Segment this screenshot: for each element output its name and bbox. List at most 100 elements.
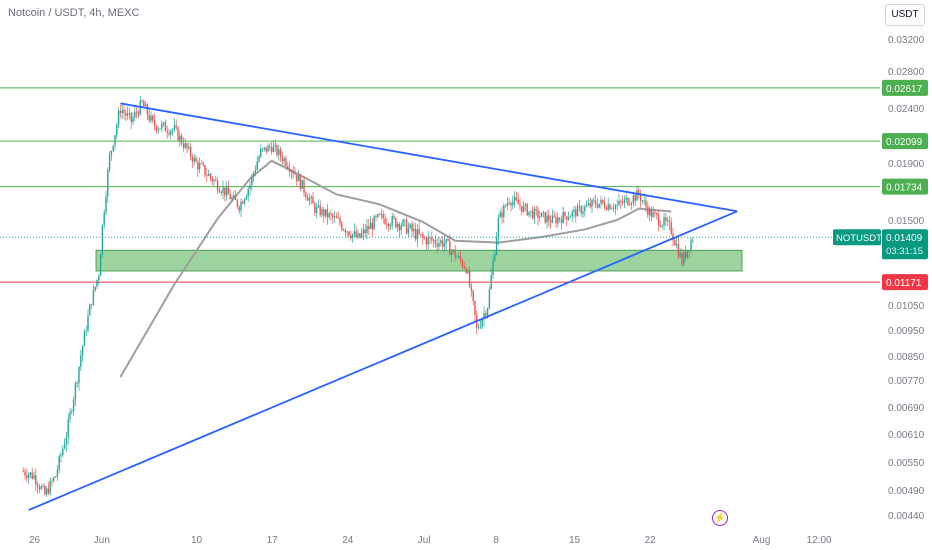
candle — [659, 219, 662, 228]
candle — [362, 223, 365, 241]
candle — [128, 107, 131, 120]
candle — [337, 211, 339, 219]
candle — [447, 237, 449, 242]
candle — [549, 215, 552, 229]
candle — [375, 214, 377, 222]
candle — [117, 107, 120, 129]
candle — [452, 248, 455, 254]
candle — [391, 212, 393, 230]
candle — [542, 210, 545, 218]
currency-button[interactable]: USDT — [885, 4, 925, 26]
candle — [119, 104, 122, 119]
candle — [380, 208, 383, 220]
candle — [350, 230, 352, 241]
candle — [63, 438, 66, 450]
candle — [378, 213, 381, 215]
level-price-tag — [882, 274, 928, 291]
time-tick-label: Jul — [418, 535, 431, 546]
candle — [544, 212, 546, 224]
candle — [130, 112, 132, 130]
candle — [166, 125, 168, 139]
candle — [135, 105, 138, 119]
candle — [416, 224, 419, 247]
candle — [368, 219, 370, 235]
candle — [137, 109, 140, 119]
candle — [69, 407, 71, 424]
candle — [278, 144, 280, 161]
candle — [470, 283, 473, 297]
candle — [524, 202, 527, 212]
candle — [179, 131, 181, 148]
candle — [519, 198, 521, 211]
candle — [440, 238, 442, 247]
candle — [306, 193, 309, 201]
candle — [663, 213, 665, 231]
candle — [92, 284, 95, 306]
candle — [218, 186, 221, 194]
candle — [288, 161, 291, 177]
candles — [22, 95, 694, 497]
candle — [409, 222, 411, 230]
candle — [126, 106, 129, 120]
candle — [432, 238, 435, 248]
candle — [612, 202, 615, 213]
candle — [434, 234, 437, 248]
price-tick-label: 0.01900 — [888, 159, 925, 170]
candle — [328, 211, 330, 220]
price-tick-label: 0.03200 — [888, 35, 925, 46]
candle — [647, 201, 649, 218]
candle — [441, 236, 444, 250]
candle — [616, 199, 618, 211]
candle — [371, 218, 374, 238]
candle — [580, 204, 582, 217]
candle — [413, 222, 415, 237]
candle — [81, 345, 84, 362]
level-price-label: 0.01734 — [886, 183, 923, 194]
candle — [407, 222, 410, 237]
candle — [161, 120, 163, 133]
candle — [141, 99, 143, 103]
candle — [211, 175, 213, 186]
price-tick-label: 0.00610 — [888, 430, 925, 441]
candle — [341, 220, 343, 232]
candle — [182, 137, 185, 152]
candle — [200, 160, 203, 165]
candle — [252, 170, 255, 183]
candle — [431, 231, 433, 244]
candle — [483, 306, 485, 327]
candle — [467, 268, 469, 275]
candle — [236, 199, 239, 210]
candle — [33, 471, 35, 480]
level-price-tag — [882, 133, 928, 150]
candle — [600, 195, 602, 209]
candle — [585, 200, 588, 208]
candle — [504, 204, 507, 208]
candle — [54, 475, 57, 478]
candle — [620, 199, 622, 209]
candle — [560, 215, 563, 230]
candle — [112, 145, 114, 153]
candle — [193, 154, 195, 166]
candle — [573, 205, 575, 218]
candle — [146, 103, 149, 121]
candle — [443, 235, 446, 253]
candle — [35, 468, 37, 492]
candle — [225, 181, 228, 201]
candle — [632, 191, 635, 207]
candle — [125, 109, 127, 122]
candle — [652, 206, 654, 218]
candle — [80, 349, 82, 372]
candle — [317, 199, 320, 209]
candle — [159, 128, 161, 130]
candle — [263, 146, 266, 152]
candle — [602, 199, 604, 205]
candle — [198, 157, 201, 174]
candle — [594, 194, 597, 208]
candle — [621, 195, 624, 206]
candle — [143, 99, 145, 107]
candle — [108, 151, 111, 173]
candle — [283, 156, 285, 166]
candle — [107, 167, 109, 204]
lightning-icon[interactable]: ⚡ — [712, 510, 728, 526]
